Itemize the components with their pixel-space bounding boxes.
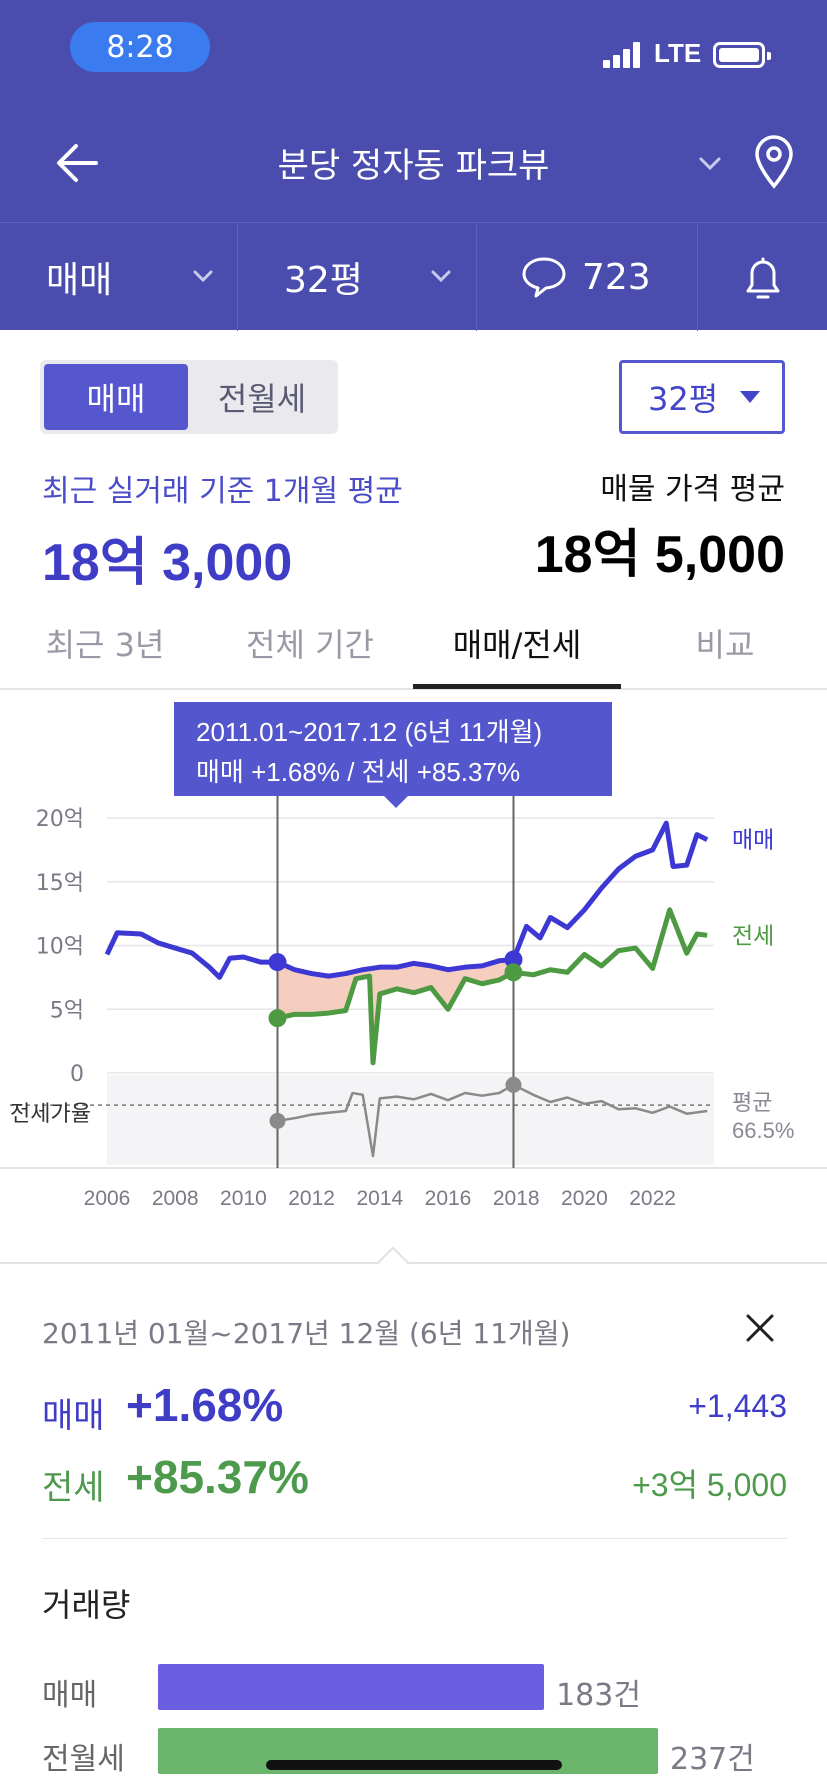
sale-change-amount: +1,443 bbox=[688, 1388, 787, 1424]
tab-sale-jeonse[interactable]: 매매/전세 bbox=[452, 626, 582, 664]
volume-row-rent: 전월세 237건 bbox=[42, 1728, 787, 1778]
filter-bar: 매매 32평 723 bbox=[0, 222, 827, 331]
close-icon[interactable] bbox=[740, 1308, 780, 1348]
y-tick-label: 15억 bbox=[36, 871, 84, 896]
deal-type-dropdown[interactable]: 매매 bbox=[46, 223, 216, 331]
sale-line bbox=[104, 820, 709, 980]
volume-row-sale: 매매 183건 bbox=[42, 1664, 787, 1714]
jeonse-change-row: 전세 +85.37% +3억 5,000 bbox=[42, 1450, 787, 1510]
toggle-rent[interactable]: 전월세 bbox=[217, 380, 307, 418]
y-tick-label: 10억 bbox=[36, 935, 84, 960]
x-tick-label: 2020 bbox=[561, 1187, 608, 1210]
ratio-average-value: 66.5% bbox=[732, 1118, 794, 1143]
jeonse-series-label: 전세 bbox=[732, 923, 774, 949]
volume-value: 237건 bbox=[670, 1742, 755, 1777]
x-tick-label: 2018 bbox=[493, 1187, 540, 1210]
range-tooltip: 2011.01~2017.12 (6년 11개월) 매매 +1.68% / 전세… bbox=[174, 702, 612, 808]
sale-change-percent: +1.68% bbox=[126, 1379, 284, 1431]
size-label: 32평 bbox=[284, 260, 363, 301]
ratio-label: 전세가율 bbox=[10, 1102, 91, 1127]
x-tick-label: 2010 bbox=[220, 1187, 267, 1210]
status-bar: 8:28 LTE bbox=[0, 0, 827, 100]
status-time: 8:28 bbox=[70, 22, 210, 72]
network-label: LTE bbox=[654, 38, 702, 68]
chart-grid: 20억 15억 10억 5억 0 2006 2008 2010 2012 2014 2016 2018… bbox=[0, 807, 827, 1210]
back-arrow-icon[interactable] bbox=[50, 135, 106, 191]
jeonse-marker bbox=[268, 1009, 287, 1028]
tooltip-period: 2011.01~2017.12 (6년 11개월) bbox=[196, 717, 543, 747]
volume-title: 거래량 bbox=[42, 1586, 131, 1624]
tab-all-period[interactable]: 전체 기간 bbox=[246, 626, 374, 664]
divider bbox=[476, 223, 477, 331]
header-area: 8:28 LTE 분당 정자동 파크뷰 매매 32평 bbox=[0, 0, 827, 331]
ratio-marker bbox=[505, 1076, 522, 1093]
x-tick-label: 2014 bbox=[356, 1187, 403, 1210]
sale-series-label: 매매 bbox=[732, 828, 774, 854]
volume-value: 183건 bbox=[556, 1678, 641, 1713]
ratio-marker bbox=[269, 1112, 286, 1129]
period-tabs: 최근 3년 전체 기간 매매/전세 비교 bbox=[0, 600, 827, 690]
x-tick-label: 2012 bbox=[288, 1187, 335, 1210]
volume-bar bbox=[158, 1664, 545, 1710]
divider bbox=[237, 223, 238, 331]
volume-label: 매매 bbox=[42, 1678, 98, 1713]
size-select-label: 32평 bbox=[648, 380, 719, 418]
comments-button[interactable]: 723 bbox=[520, 223, 700, 331]
tab-compare[interactable]: 비교 bbox=[695, 626, 755, 664]
x-tick-label: 2016 bbox=[425, 1187, 472, 1210]
sale-change-row: 매매 +1.68% +1,443 bbox=[42, 1378, 787, 1438]
jeonse-change-percent: +85.37% bbox=[126, 1451, 309, 1503]
active-tab-indicator bbox=[413, 684, 621, 689]
chevron-down-icon[interactable] bbox=[695, 148, 725, 178]
divider-notch bbox=[377, 1246, 409, 1278]
signal-icon bbox=[603, 42, 643, 68]
y-tick-label: 0 bbox=[70, 1062, 84, 1087]
listing-price-label: 매물 가격 평균 bbox=[600, 472, 785, 507]
jeonse-change-amount: +3억 5,000 bbox=[632, 1467, 787, 1503]
divider bbox=[697, 223, 698, 331]
tooltip-change: 매매 +1.68% / 전세 +85.37% bbox=[196, 757, 521, 787]
recent-trade-value: 18억 3,000 bbox=[42, 534, 293, 592]
jeonse-line bbox=[276, 907, 708, 1066]
volume-label: 전월세 bbox=[42, 1742, 125, 1777]
nav-bar: 분당 정자동 파크뷰 bbox=[0, 110, 827, 220]
x-tick-label: 2022 bbox=[629, 1187, 676, 1210]
comment-count: 723 bbox=[582, 256, 651, 298]
x-tick-label: 2006 bbox=[84, 1187, 131, 1210]
chevron-down-icon bbox=[431, 270, 451, 283]
chevron-down-icon bbox=[193, 270, 213, 283]
x-tick-label: 2008 bbox=[152, 1187, 199, 1210]
bell-icon[interactable] bbox=[740, 253, 786, 303]
caret-down-icon bbox=[740, 391, 760, 403]
ratio-average-label: 평균 bbox=[732, 1091, 772, 1116]
recent-trade-label: 최근 실거래 기준 1개월 평균 bbox=[42, 474, 403, 509]
ratio-band bbox=[107, 1075, 714, 1165]
size-dropdown[interactable]: 32평 bbox=[284, 223, 454, 331]
sale-marker bbox=[504, 950, 523, 969]
home-indicator bbox=[266, 1760, 562, 1770]
divider bbox=[42, 1538, 787, 1539]
section-divider bbox=[0, 1262, 827, 1264]
listing-price-value: 18억 5,000 bbox=[534, 526, 785, 584]
jeonse-change-label: 전세 bbox=[42, 1468, 105, 1508]
ratio-line bbox=[277, 1083, 708, 1158]
selection-fill-area bbox=[277, 959, 513, 1063]
jeonse-marker bbox=[504, 963, 523, 982]
y-tick-label: 5억 bbox=[50, 998, 84, 1023]
speech-bubble-icon bbox=[522, 257, 566, 298]
toggle-sale[interactable]: 매매 bbox=[44, 364, 188, 430]
page-title[interactable]: 분당 정자동 파크뷰 bbox=[277, 146, 550, 186]
size-select[interactable]: 32평 bbox=[619, 360, 785, 434]
deal-type-toggle: 매매 전월세 bbox=[40, 360, 338, 434]
location-pin-icon[interactable] bbox=[752, 134, 796, 190]
sale-change-label: 매매 bbox=[42, 1396, 105, 1436]
price-chart[interactable]: 20억 15억 10억 5억 0 2006 2008 2010 2012 2014 2016 2018… bbox=[0, 690, 827, 1250]
sale-marker bbox=[268, 953, 287, 972]
selected-period: 2011년 01월~2017년 12월 (6년 11개월) bbox=[42, 1317, 571, 1350]
tab-recent-3y[interactable]: 최근 3년 bbox=[45, 626, 165, 664]
deal-type-label: 매매 bbox=[46, 260, 113, 301]
y-tick-label: 20억 bbox=[36, 807, 84, 832]
battery-icon bbox=[713, 42, 771, 68]
